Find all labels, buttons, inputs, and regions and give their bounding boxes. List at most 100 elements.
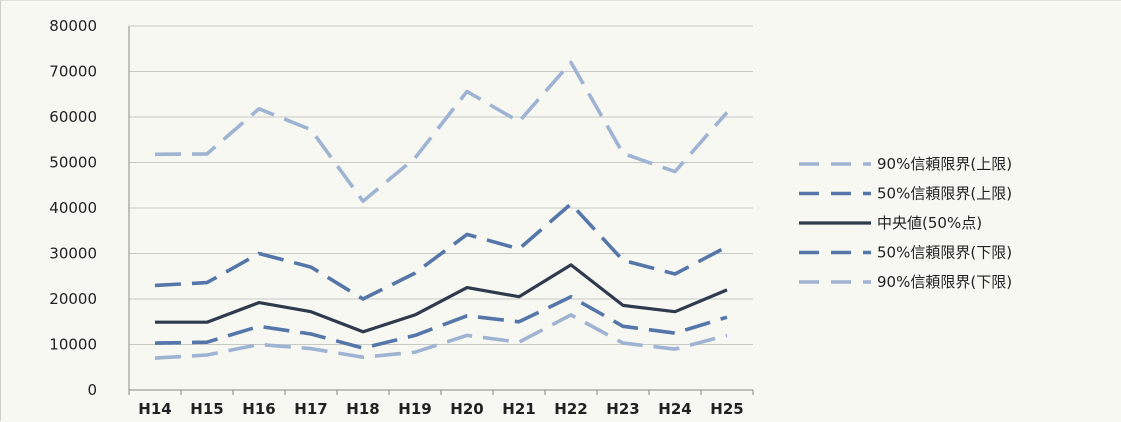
data-point — [309, 347, 313, 351]
data-point — [673, 331, 677, 335]
data-point — [205, 340, 209, 344]
data-point — [465, 90, 469, 94]
data-point — [517, 320, 521, 324]
y-tick-label: 40000 — [49, 199, 97, 217]
data-point — [257, 107, 261, 111]
x-tick-label: H14 — [138, 400, 171, 418]
data-point — [725, 333, 729, 337]
y-tick-label: 50000 — [49, 154, 97, 172]
data-point — [309, 332, 313, 336]
x-tick-label: H16 — [242, 400, 275, 418]
data-point — [153, 356, 157, 360]
x-tick-label: H20 — [450, 400, 483, 418]
data-point — [257, 324, 261, 328]
data-point — [673, 170, 677, 174]
x-tick-label: H21 — [502, 400, 535, 418]
data-point — [517, 120, 521, 124]
data-point — [621, 258, 625, 262]
y-tick-label: 0 — [87, 381, 97, 399]
data-point — [465, 333, 469, 337]
data-point — [725, 245, 729, 249]
data-point — [205, 320, 209, 324]
y-tick-label: 80000 — [49, 17, 97, 35]
x-tick-label: H19 — [398, 400, 431, 418]
x-tick-label: H25 — [710, 400, 743, 418]
y-tick-label: 10000 — [49, 336, 97, 354]
grid — [129, 25, 753, 345]
x-tick-label: H18 — [346, 400, 379, 418]
data-point — [413, 350, 417, 354]
y-tick-label: 20000 — [49, 290, 97, 308]
data-point — [153, 283, 157, 287]
data-point — [673, 272, 677, 276]
data-point — [413, 156, 417, 160]
legend-item: 90%信頼限界(下限) — [799, 273, 1012, 291]
data-point — [205, 281, 209, 285]
data-point — [569, 202, 573, 206]
legend-label: 50%信頼限界(下限) — [877, 244, 1012, 262]
data-point — [361, 330, 365, 334]
legend-label: 90%信頼限界(上限) — [877, 155, 1012, 173]
data-point — [153, 152, 157, 156]
x-tick-label: H17 — [294, 400, 327, 418]
data-point — [153, 320, 157, 324]
y-tick-label: 30000 — [49, 245, 97, 263]
legend-item: 90%信頼限界(上限) — [799, 155, 1012, 173]
data-point — [361, 355, 365, 359]
data-point — [517, 247, 521, 251]
data-point — [725, 288, 729, 292]
data-point — [621, 151, 625, 155]
data-point — [569, 295, 573, 299]
x-tick-label: H22 — [554, 400, 587, 418]
data-point — [413, 271, 417, 275]
data-point — [309, 265, 313, 269]
series-line-0 — [154, 60, 729, 203]
legend-item: 50%信頼限界(下限) — [799, 244, 1012, 262]
data-point — [621, 324, 625, 328]
data-point — [413, 313, 417, 317]
x-tick-label: H15 — [190, 400, 223, 418]
data-point — [257, 301, 261, 305]
data-point — [673, 310, 677, 314]
data-point — [569, 313, 573, 317]
series-line-3 — [154, 294, 728, 350]
series-line-2 — [155, 263, 728, 334]
data-point — [361, 346, 365, 350]
legend-label: 90%信頼限界(下限) — [877, 273, 1012, 291]
y-tick-label: 70000 — [49, 63, 97, 81]
data-point — [569, 263, 573, 267]
y-tick-label: 60000 — [49, 108, 97, 126]
data-point — [205, 152, 209, 156]
data-point — [257, 252, 261, 256]
data-point — [361, 297, 365, 301]
data-point — [309, 128, 313, 132]
legend-item: 50%信頼限界(上限) — [799, 185, 1012, 203]
data-point — [517, 295, 521, 299]
data-point — [621, 303, 625, 307]
legend: 90%信頼限界(上限) 50%信頼限界(上限) 中央値(50%点) 50%信頼限界(下… — [799, 155, 1012, 291]
x-tick-label: H23 — [606, 400, 639, 418]
series-line-4 — [154, 313, 728, 360]
data-point — [361, 199, 365, 203]
data-point — [621, 341, 625, 345]
data-point — [413, 333, 417, 337]
x-tick-label: H24 — [658, 400, 691, 418]
legend-label: 50%信頼限界(上限) — [877, 185, 1012, 203]
data-point — [725, 110, 729, 114]
series-lines — [153, 60, 729, 360]
data-point — [569, 60, 573, 64]
series-line-1 — [154, 202, 728, 301]
data-point — [725, 315, 729, 319]
legend-label: 中央値(50%点) — [877, 214, 982, 232]
data-point — [673, 347, 677, 351]
data-point — [465, 314, 469, 318]
data-point — [465, 232, 469, 236]
data-point — [257, 343, 261, 347]
axes: 0 10000 20000 30000 40000 50000 60000 70000 8000… — [49, 17, 754, 418]
data-point — [153, 341, 157, 345]
legend-item: 中央値(50%点) — [799, 214, 982, 232]
data-point — [205, 353, 209, 357]
data-point — [309, 310, 313, 314]
